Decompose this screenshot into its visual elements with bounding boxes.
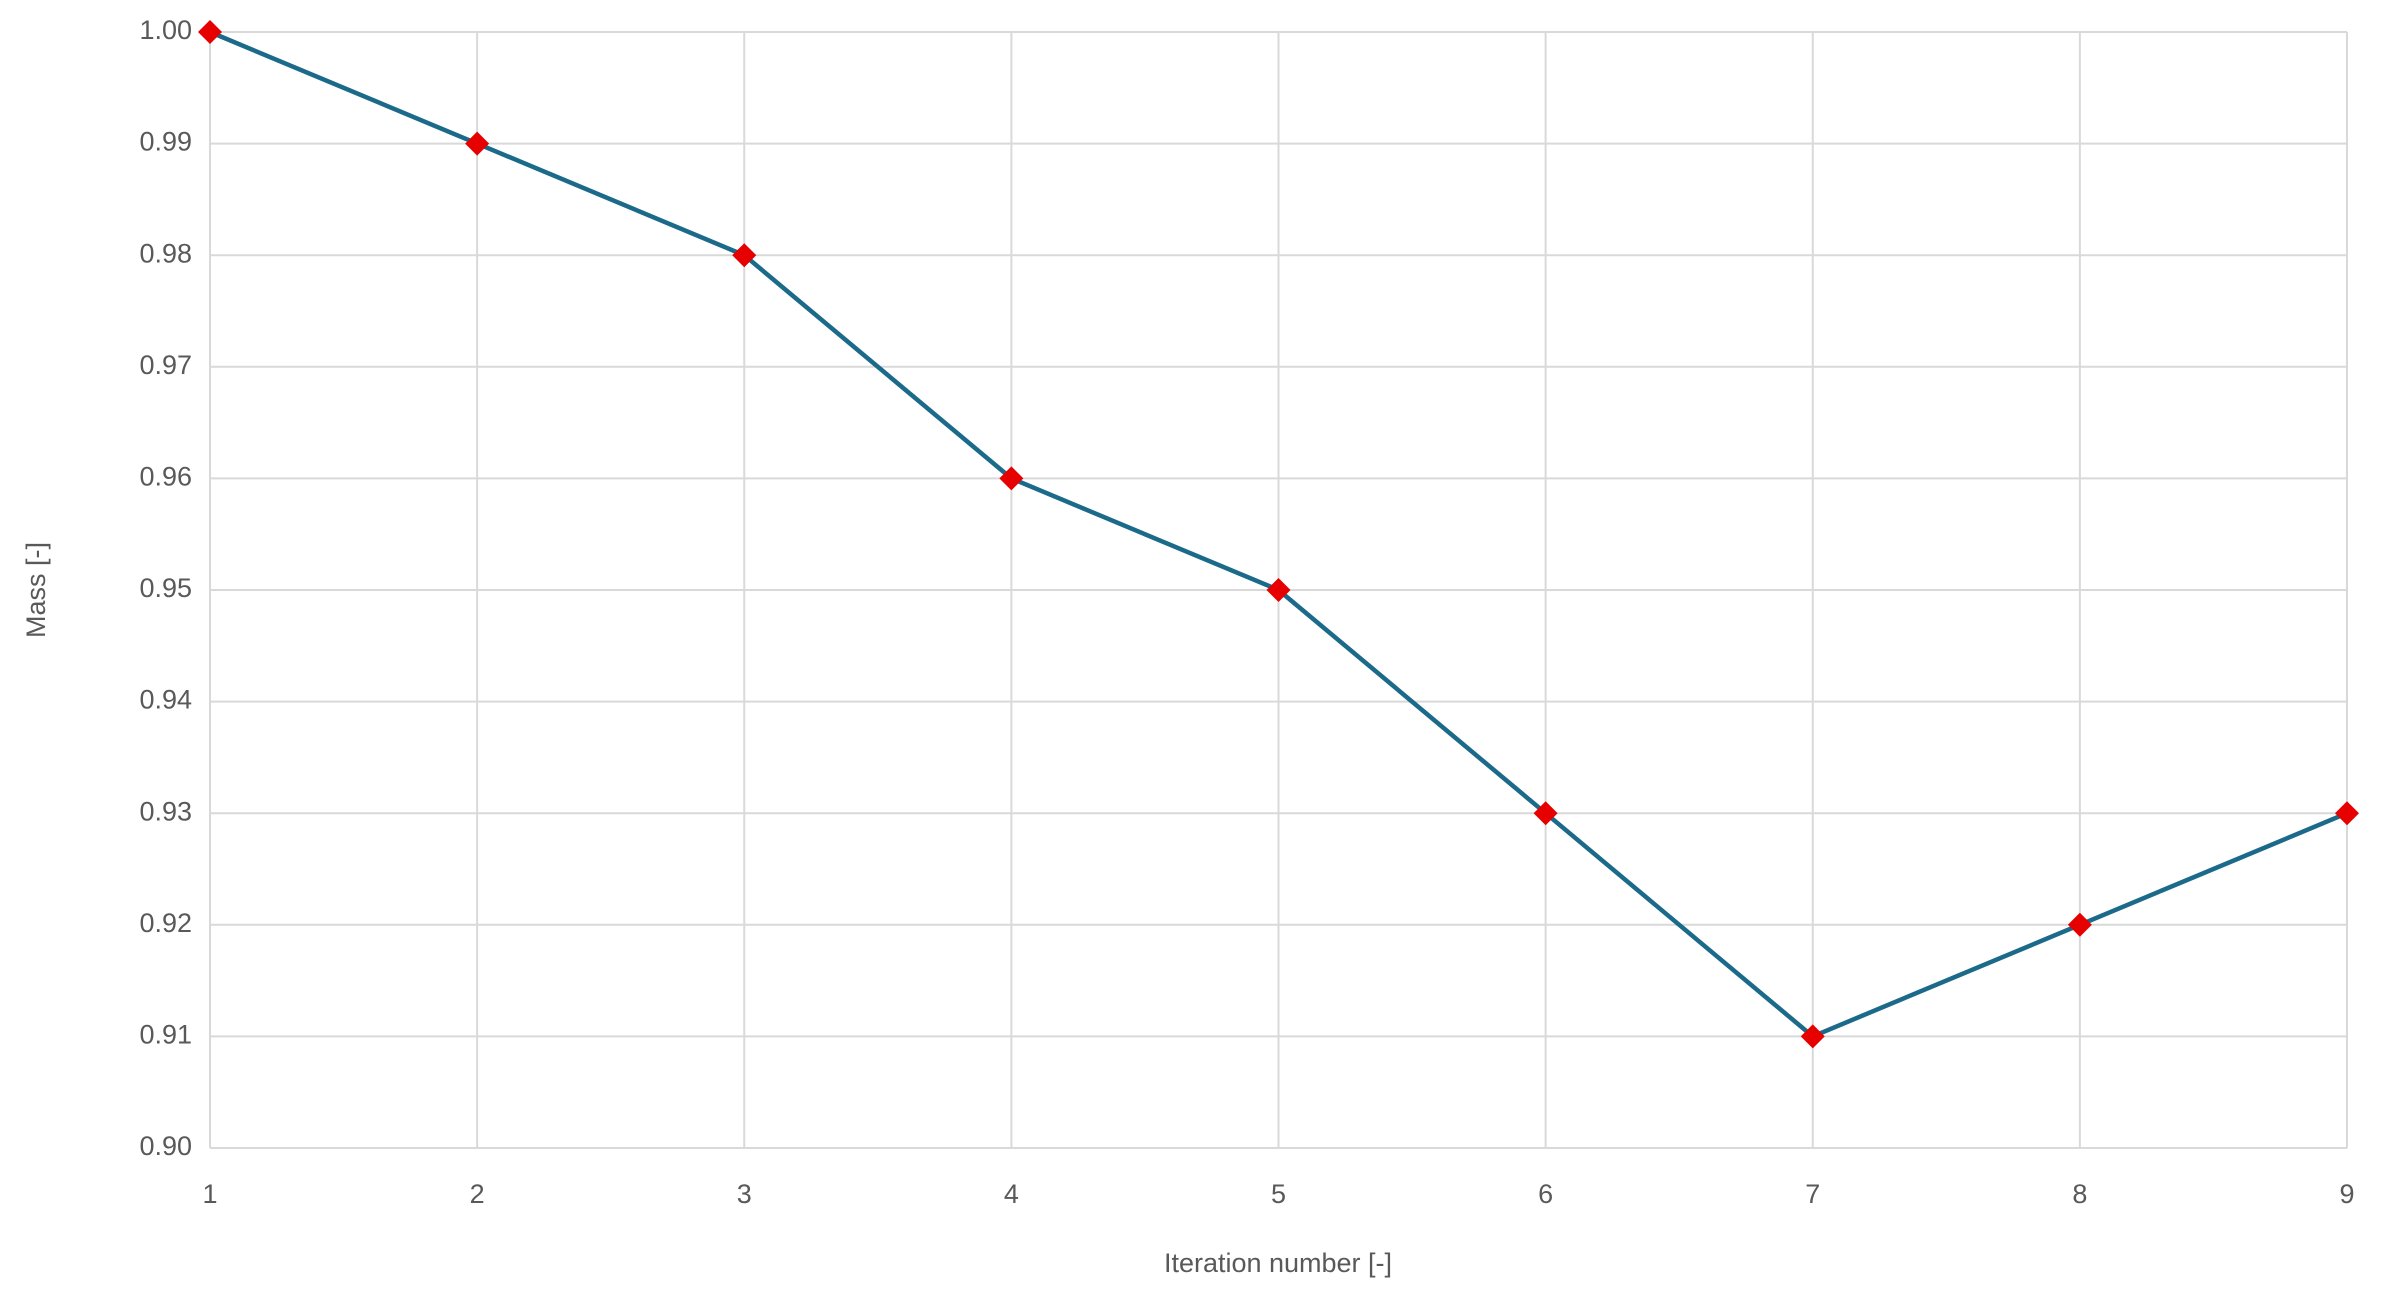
y-tick-label: 0.91 [139,1020,192,1050]
y-tick-label: 0.96 [139,462,192,492]
y-tick-label: 0.92 [139,908,192,938]
y-tick-label: 1.00 [139,15,192,45]
y-tick-label: 0.93 [139,796,192,826]
y-tick-label: 0.90 [139,1131,192,1161]
data-marker [732,243,757,268]
data-marker [1800,1024,1825,1049]
x-axis-label: Iteration number [-] [1164,1248,1392,1278]
data-marker [1266,578,1291,602]
data-marker [198,20,222,44]
x-tick-label: 6 [1538,1179,1553,1209]
data-marker [2335,801,2359,826]
x-tick-label: 1 [202,1179,217,1209]
data-marker [2067,912,2092,937]
y-tick-label: 0.98 [139,238,192,268]
x-tick-label: 4 [1004,1179,1019,1209]
data-marker [465,131,490,156]
x-tick-label: 8 [2072,1179,2087,1209]
y-tick-label: 0.99 [139,127,192,157]
y-axis-label: Mass [-] [21,542,51,638]
x-tick-label: 2 [470,1179,485,1209]
x-tick-label: 3 [737,1179,752,1209]
x-tick-label: 7 [1805,1179,1820,1209]
x-tick-label: 9 [2339,1179,2354,1209]
y-tick-label: 0.97 [139,350,192,380]
y-tick-label: 0.95 [139,573,192,603]
x-tick-label: 5 [1271,1179,1286,1209]
data-marker [1533,801,1558,826]
y-tick-label: 0.94 [139,685,192,715]
data-marker [999,466,1024,491]
